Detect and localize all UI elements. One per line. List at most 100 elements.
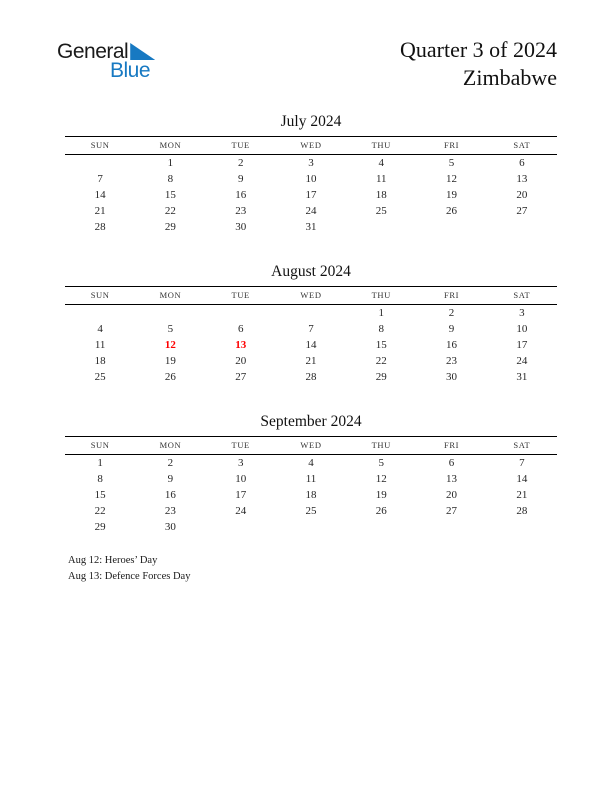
weekday-header-fri: FRI <box>416 436 487 455</box>
day-cell: 5 <box>448 156 455 169</box>
day-cell: 9 <box>237 172 244 185</box>
day-cell: 29 <box>164 220 176 233</box>
day-cell: 16 <box>164 488 176 501</box>
holiday-footnotes: Aug 12: Heroes’ Day Aug 13: Defence Forc… <box>68 553 190 585</box>
day-cell: 12 <box>375 472 387 485</box>
day-cell-empty <box>416 219 486 235</box>
day-cell: 25 <box>305 504 317 517</box>
day-cell: 27 <box>516 204 528 217</box>
week-row: 11 12 13 14 15 16 17 <box>65 337 557 353</box>
day-cell: 2 <box>448 306 455 319</box>
day-cell: 8 <box>97 472 103 485</box>
weekday-header-sun: SUN <box>65 436 136 455</box>
day-cell: 18 <box>375 188 387 201</box>
day-cell: 6 <box>237 322 244 335</box>
week-row: 21 22 23 24 25 26 27 <box>65 203 557 219</box>
day-cell-empty <box>206 519 276 535</box>
day-cell: 14 <box>516 472 528 485</box>
week-row: 1 2 3 4 5 6 <box>65 155 557 171</box>
day-cell: 20 <box>446 488 458 501</box>
weekday-header-sat: SAT <box>486 286 557 305</box>
week-row: 22 23 24 25 26 27 28 <box>65 503 557 519</box>
weekday-header-wed: WED <box>275 436 347 455</box>
day-cell: 5 <box>378 456 385 469</box>
weekday-header-tue: TUE <box>205 436 276 455</box>
day-cell: 30 <box>164 520 176 533</box>
day-cell-empty <box>65 155 135 171</box>
day-cell: 1 <box>167 156 174 169</box>
week-row: 28 29 30 31 <box>65 219 557 235</box>
day-cell: 26 <box>375 504 387 517</box>
weekday-header-wed: WED <box>275 286 347 305</box>
weekday-header-sat: SAT <box>486 436 557 455</box>
week-row: 29 30 <box>65 519 557 535</box>
weekday-header-row: SUN MON TUE WED THU FRI SAT <box>65 136 557 155</box>
day-cell: 22 <box>375 354 387 367</box>
weekday-header-tue: TUE <box>205 286 276 305</box>
day-cell: 23 <box>446 354 458 367</box>
day-cell: 3 <box>519 306 525 319</box>
week-row: 25 26 27 28 29 30 31 <box>65 369 557 385</box>
day-cell: 28 <box>94 220 106 233</box>
weekday-header-sat: SAT <box>486 136 557 155</box>
day-cell: 27 <box>446 504 458 517</box>
day-cell: 24 <box>235 504 247 517</box>
day-cell: 19 <box>446 188 458 201</box>
weekday-header-sun: SUN <box>65 136 136 155</box>
day-cell: 1 <box>97 456 103 469</box>
day-cell: 3 <box>308 156 314 169</box>
weekday-header-thu: THU <box>346 286 417 305</box>
day-cell: 19 <box>375 488 387 501</box>
footnote-line: Aug 12: Heroes’ Day <box>68 555 158 566</box>
day-cell: 16 <box>446 338 458 351</box>
day-cell-empty <box>346 519 416 535</box>
day-cell: 12 <box>446 172 458 185</box>
weekday-header-row: SUN MON TUE WED THU FRI SAT <box>65 286 557 305</box>
day-cell: 7 <box>97 172 103 185</box>
day-cell: 9 <box>448 322 455 335</box>
month-table-august: SUN MON TUE WED THU FRI SAT 1 2 3 4 5 6 7 8 9 10 11 12 13 14… <box>65 286 557 385</box>
footnote-line: Aug 13: Defence Forces Day <box>68 571 191 582</box>
week-row: 1 2 3 4 5 6 7 <box>65 455 557 471</box>
day-cell: 15 <box>375 338 387 351</box>
day-cell: 27 <box>235 370 247 383</box>
day-cell: 8 <box>167 172 174 185</box>
day-cell: 25 <box>94 370 106 383</box>
day-cell: 11 <box>94 338 106 351</box>
day-cell: 7 <box>308 322 314 335</box>
week-row: 8 9 10 11 12 13 14 <box>65 471 557 487</box>
day-cell-empty <box>276 305 346 321</box>
day-cell: 28 <box>305 370 317 383</box>
month-table-september: SUN MON TUE WED THU FRI SAT 1 2 3 4 5 6 7 8 9 10 11 12 13 14… <box>65 436 557 535</box>
day-cell: 2 <box>167 456 174 469</box>
day-cell: 30 <box>235 220 247 233</box>
weekday-header-row: SUN MON TUE WED THU FRI SAT <box>65 436 557 455</box>
month-block-september: September 2024 SUN MON TUE WED THU FRI SAT 1 2 3 4… <box>65 412 557 535</box>
day-cell-empty <box>135 305 205 321</box>
logo-text-blue: Blue <box>110 59 151 82</box>
day-cell: 20 <box>235 354 247 367</box>
day-cell: 26 <box>446 204 458 217</box>
day-cell: 8 <box>378 322 385 335</box>
day-cell: 2 <box>237 156 244 169</box>
day-cell: 29 <box>94 520 106 533</box>
day-cell: 13 <box>446 472 458 485</box>
day-cell: 21 <box>305 354 317 367</box>
day-cell: 19 <box>164 354 176 367</box>
weekday-header-fri: FRI <box>416 136 487 155</box>
day-cell: 10 <box>235 472 247 485</box>
week-row: 15 16 17 18 19 20 21 <box>65 487 557 503</box>
day-cell-empty <box>487 219 557 235</box>
day-cell: 22 <box>164 204 176 217</box>
weekday-header-wed: WED <box>275 136 347 155</box>
day-cell: 18 <box>94 354 106 367</box>
day-cell-empty <box>276 519 346 535</box>
week-row: 18 19 20 21 22 23 24 <box>65 353 557 369</box>
day-cell-empty <box>65 305 135 321</box>
general-blue-logo: General Blue <box>57 41 156 82</box>
weekday-header-tue: TUE <box>205 136 276 155</box>
day-cell: 26 <box>164 370 176 383</box>
day-cell: 31 <box>305 220 317 233</box>
month-title: August 2024 <box>271 263 351 280</box>
